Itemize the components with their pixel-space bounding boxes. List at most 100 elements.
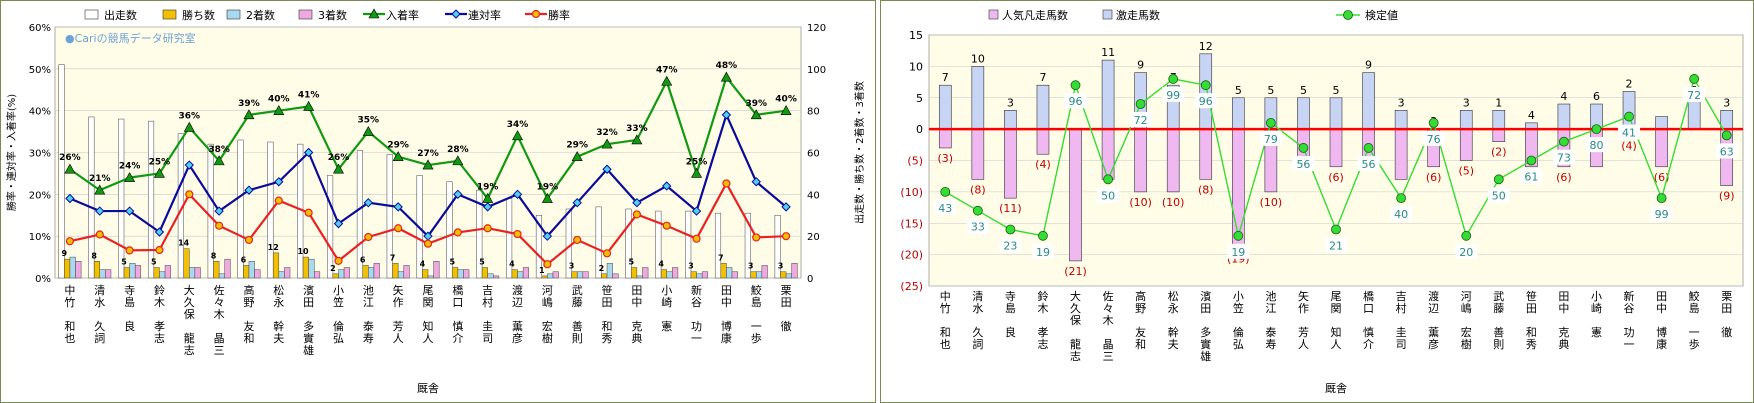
- x-tick-label: 松永 幹夫: [273, 283, 284, 345]
- point-検定値: [1200, 80, 1211, 91]
- test-label: 99: [1166, 89, 1180, 102]
- bar-3着数: [463, 269, 470, 279]
- x-tick-label: 吉村 圭司: [1396, 290, 1407, 351]
- point-入着率: [571, 151, 583, 161]
- legend-label: 激走馬数: [1116, 8, 1160, 22]
- bar-label: 2: [330, 264, 336, 273]
- bar-label: 6: [360, 255, 366, 264]
- pos-bar-label: 6: [1593, 90, 1600, 103]
- bar-勝ち数: [123, 267, 130, 279]
- bar-人気凡走馬数: [1329, 128, 1343, 168]
- point-検定値: [940, 186, 951, 197]
- bar-2着数: [69, 256, 76, 279]
- bar-勝ち数: [511, 269, 518, 279]
- point-連対率: [184, 160, 194, 170]
- test-label-bg: [1325, 237, 1347, 253]
- bar-3着数: [582, 271, 589, 279]
- test-label-bg: [1422, 130, 1445, 146]
- legend-swatch-人気凡走馬数: [988, 9, 999, 20]
- point-入着率: [183, 121, 195, 132]
- bar-label: 4: [420, 260, 426, 269]
- point-検定値: [1070, 80, 1081, 91]
- point-label: 25%: [686, 157, 708, 167]
- bar-勝ち数: [272, 252, 280, 279]
- legend-label: 連対率: [468, 8, 501, 22]
- x-tick-label: 矢作 芳人: [1298, 289, 1309, 351]
- test-label-bg: [1618, 124, 1641, 140]
- point-勝率: [364, 232, 373, 242]
- bar-勝ち数: [601, 273, 608, 279]
- point-連対率: [721, 110, 732, 120]
- point-入着率: [750, 109, 762, 120]
- test-label: 72: [1687, 89, 1701, 102]
- bar-勝ち数: [451, 267, 459, 279]
- bar-2着数: [785, 273, 792, 279]
- watermark: ●Cariの競馬データ研究室: [65, 31, 196, 45]
- bar-出走数: [58, 64, 65, 279]
- x-tick-label: 栗田 徹: [1721, 290, 1732, 339]
- neg-bar-label: (10): [1162, 196, 1185, 209]
- point-連対率: [154, 227, 165, 237]
- left-chart-panel: 0% 10% 20% 30% 40% 50% 60% 0 20 40 60 80 100 120 勝率・連対…: [0, 0, 876, 403]
- point-勝率: [453, 228, 462, 237]
- legend-label: 勝ち数: [182, 8, 215, 22]
- point-検定値: [1624, 111, 1634, 122]
- bar-出走数: [88, 116, 95, 279]
- point-入着率: [661, 75, 673, 86]
- legend-swatch-激走馬数: [1102, 9, 1113, 20]
- bar-2着数: [218, 273, 225, 279]
- point-勝率: [543, 260, 552, 269]
- bar-出走数: [476, 189, 483, 279]
- neg-bar-label: (10): [1260, 196, 1283, 209]
- test-label-bg: [934, 199, 957, 215]
- bar-label: 7: [390, 253, 396, 262]
- bar-人気凡走馬数: [1004, 128, 1017, 199]
- x-tick-label: 高野 友和: [1135, 289, 1146, 351]
- point-入着率: [243, 109, 255, 120]
- bar-出走数: [685, 210, 692, 279]
- point-連対率: [781, 202, 791, 212]
- right-chart-panel: (25) (20) (15) (10) (5) 0 5 10 15 7 (3) 中竹 和也 10 (8) 清…: [880, 0, 1754, 403]
- point-検定値: [1689, 74, 1700, 84]
- test-label: 21: [1329, 240, 1343, 253]
- x-tick-label: 清水 久詞: [972, 290, 983, 351]
- bar-激走馬数: [1459, 110, 1473, 130]
- bar-2着数: [457, 269, 464, 279]
- x-tick-label: 中竹 和也: [940, 290, 951, 351]
- neg-bar-label: (6): [1654, 171, 1670, 184]
- neg-bar-label: (2): [1491, 146, 1507, 159]
- test-label: 19: [1036, 246, 1050, 259]
- point-入着率: [601, 138, 613, 149]
- point-検定値: [1526, 155, 1537, 166]
- bar-激走馬数: [1720, 110, 1734, 130]
- y-right-tick-label: 80: [807, 107, 820, 118]
- bar-激走馬数: [938, 84, 952, 130]
- test-label: 61: [1524, 171, 1538, 184]
- x-tick-label: 渡辺 薫彦: [512, 283, 523, 345]
- y-right-tick-label: 0: [807, 274, 813, 285]
- point-検定値: [1233, 230, 1244, 241]
- bar-3着数: [791, 263, 798, 279]
- point-勝率: [483, 224, 492, 233]
- point-検定値: [1168, 74, 1179, 84]
- point-連対率: [124, 206, 135, 216]
- x-tick-label: 笹田 和秀: [602, 284, 613, 345]
- bar-label: 3: [688, 262, 694, 271]
- bar-出走数: [535, 215, 543, 279]
- y-left-tick-label: 10%: [29, 232, 51, 243]
- legend-label: 入着率: [386, 8, 419, 22]
- bar-勝ち数: [362, 265, 369, 279]
- test-label: 96: [1069, 95, 1083, 108]
- point-勝率: [752, 233, 761, 242]
- point-勝率: [781, 232, 791, 241]
- bar-激走馬数: [1101, 59, 1115, 130]
- test-label-bg: [999, 237, 1022, 253]
- point-勝率: [423, 239, 433, 248]
- x-tick-label: 橋口 慎介: [452, 283, 463, 345]
- point-勝率: [662, 221, 671, 230]
- bar-出走数: [595, 206, 602, 279]
- bar-激走馬数: [1199, 53, 1213, 130]
- x-tick-label: 鈴木 孝志: [1037, 289, 1048, 351]
- y-tick-label: (25): [900, 280, 923, 293]
- bar-勝ち数: [93, 261, 101, 279]
